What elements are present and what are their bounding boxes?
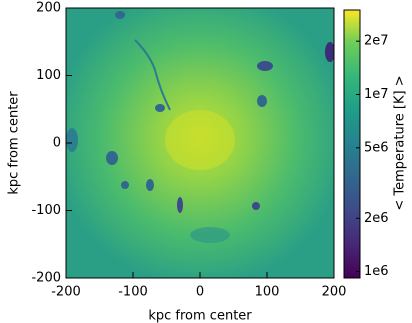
x-tick-label: -100	[118, 285, 148, 300]
colorbar-label: < Temperature [K] >	[393, 75, 408, 210]
y-tick-label: 200	[36, 1, 61, 16]
heatmap-image	[66, 8, 334, 278]
x-axis-label: kpc from center	[148, 309, 252, 323]
x-tick-label: 100	[255, 285, 280, 300]
y-tick-label: -100	[31, 203, 61, 218]
y-axis-label: kpc from center	[7, 91, 22, 195]
colorbar-tick-label: 2e6	[364, 211, 389, 226]
colorbar	[343, 9, 361, 279]
y-tick-label: 0	[53, 136, 61, 151]
x-tick-label: 200	[322, 285, 347, 300]
colorbar-tick-label: 1e6	[364, 264, 389, 279]
x-tick-label: -200	[51, 285, 81, 300]
colorbar-tick-label: 5e6	[364, 140, 389, 155]
colorbar-tick-label: 1e7	[364, 87, 389, 102]
colorbar-tick-label: 2e7	[364, 34, 389, 49]
x-tick-label: 0	[196, 285, 204, 300]
y-tick-label: -200	[31, 271, 61, 286]
y-tick-label: 100	[36, 68, 61, 83]
